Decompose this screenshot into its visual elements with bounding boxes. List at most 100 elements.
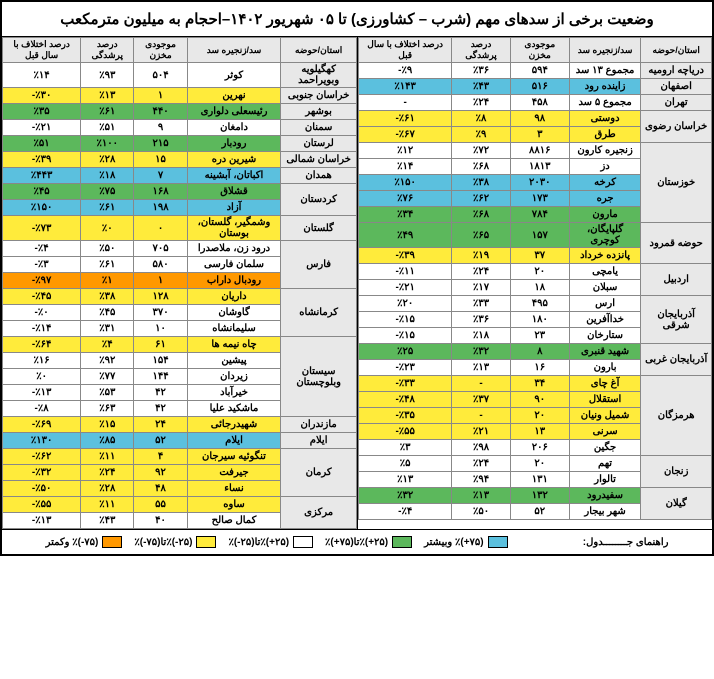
data-cell: گلپایگان، کوچری xyxy=(569,223,641,248)
province-cell: اردبیل xyxy=(641,264,712,296)
report-title: وضعیت برخی از سدهای مهم (شرب – کشاورزی) … xyxy=(2,2,712,37)
data-cell: ٪۴۳ xyxy=(452,79,510,95)
data-cell: رئیسعلی دلواری xyxy=(187,104,281,120)
data-cell: ۲۱۵ xyxy=(134,136,187,152)
province-cell: دریاچه ارومیه xyxy=(641,63,712,79)
table-row: خراسان جنوبینهرین۱٪۱۳٪۳۰- xyxy=(3,88,357,104)
table-row: کرمانتنگوئیه سیرجان۴٪۱۱٪۶۲- xyxy=(3,449,357,465)
data-cell: - xyxy=(359,95,452,111)
legend-swatch xyxy=(196,536,216,548)
legend-swatch xyxy=(293,536,313,548)
data-cell: تنگوئیه سیرجان xyxy=(187,449,281,465)
data-cell: دامغان xyxy=(187,120,281,136)
data-cell: شمیل ونیان xyxy=(569,408,641,424)
data-cell: ۲۰۳۰ xyxy=(510,175,569,191)
data-cell: ٪۲۱- xyxy=(359,280,452,296)
data-cell: ٪۱۱ xyxy=(81,497,134,513)
data-cell: ٪۶۲- xyxy=(3,449,81,465)
data-cell: ٪۹۳ xyxy=(81,63,134,88)
data-cell: ۴۵۸ xyxy=(510,95,569,111)
table-row: خراسان رضویدوستی۹۸٪۸٪۶۱- xyxy=(359,111,712,127)
data-cell: جگین xyxy=(569,440,641,456)
data-cell: ٪۵۰ xyxy=(452,504,510,520)
data-cell: ۵۲ xyxy=(510,504,569,520)
data-cell: ٪۶۳ xyxy=(81,401,134,417)
data-cell: ٪۳۵- xyxy=(359,408,452,424)
data-cell: ۱۰ xyxy=(134,321,187,337)
table-row: آذربایجان غربیشهید قنبری۸٪۳۲٪۲۵ xyxy=(359,344,712,360)
data-cell: تالوار xyxy=(569,472,641,488)
col-header: استان/حوضه xyxy=(281,38,357,63)
data-cell: ۷۰۵ xyxy=(134,241,187,257)
data-cell: - xyxy=(452,408,510,424)
data-cell: ٪۴ xyxy=(81,337,134,353)
left-table: استان/حوضهسد/زنجیره سدموجودی مخزندرصد پر… xyxy=(2,37,357,529)
data-cell: ٪۸ xyxy=(452,111,510,127)
data-cell: کمال صالح xyxy=(187,513,281,529)
data-cell: ۲۰ xyxy=(510,264,569,280)
data-cell: ٪۱۲ xyxy=(359,143,452,159)
data-cell: ماشکید علیا xyxy=(187,401,281,417)
data-cell: داریان xyxy=(187,289,281,305)
data-cell: شیرین دره xyxy=(187,152,281,168)
data-cell: ۵۲ xyxy=(134,433,187,449)
data-cell: ۳۴ xyxy=(510,376,569,392)
table-row: کهگیلویه وبویراحمدکوثر۵۰۴٪۹۳٪۱۴ xyxy=(3,63,357,88)
data-cell: دز xyxy=(569,159,641,175)
data-cell: ٪۱۵۰ xyxy=(3,200,81,216)
data-cell: ٪۴۹ xyxy=(359,223,452,248)
data-cell: استقلال xyxy=(569,392,641,408)
data-cell: ٪۱۵ xyxy=(81,417,134,433)
data-cell: ٪۴- xyxy=(359,504,452,520)
data-cell: ۱۸۱۳ xyxy=(510,159,569,175)
data-cell: ۹۸ xyxy=(510,111,569,127)
data-cell: ۲۴ xyxy=(134,417,187,433)
data-cell: ۱۷۳ xyxy=(510,191,569,207)
legend-swatch xyxy=(102,536,122,548)
table-row: بوشهررئیسعلی دلواری۴۴۰٪۶۱٪۳۵ xyxy=(3,104,357,120)
data-cell: مارون xyxy=(569,207,641,223)
legend-label: راهنمای جــــــــدول: xyxy=(583,537,669,548)
data-cell: ٪۹۲ xyxy=(81,353,134,369)
table-row: دریاچه ارومیهمجموع ۱۳ سد۵۹۴٪۳۶٪۹- xyxy=(359,63,712,79)
data-cell: ۴۰ xyxy=(134,513,187,529)
data-cell: خیرآباد xyxy=(187,385,281,401)
data-cell: ٪۹- xyxy=(359,63,452,79)
province-cell: مرکزی xyxy=(281,497,357,529)
data-cell: ۳۷۰ xyxy=(134,305,187,321)
province-cell: اصفهان xyxy=(641,79,712,95)
data-cell: ۱ xyxy=(134,273,187,289)
data-cell: ٪۳۵ xyxy=(3,104,81,120)
province-cell: سمنان xyxy=(281,120,357,136)
table-row: همداناکباتان، آبشینه۷٪۱۸٪۴۴۳ xyxy=(3,168,357,184)
data-cell: رودبار xyxy=(187,136,281,152)
data-cell: ٪۱ xyxy=(81,273,134,289)
data-cell: ٪۲۰ xyxy=(359,296,452,312)
data-cell: ٪۶۸ xyxy=(452,159,510,175)
data-cell: ٪۲۸ xyxy=(81,152,134,168)
data-cell: ٪۷۲ xyxy=(452,143,510,159)
province-cell: هرمزگان xyxy=(641,376,712,456)
table-row: مازندرانشهیدرجائی۲۴٪۱۵٪۶۹- xyxy=(3,417,357,433)
data-cell: زاینده رود xyxy=(569,79,641,95)
data-cell: ٪۲۴ xyxy=(452,264,510,280)
table-row: خوزستانزنجیره کارون۸۸۱۶٪۷۲٪۱۲ xyxy=(359,143,712,159)
data-cell: درود زن، ملاصدرا xyxy=(187,241,281,257)
province-cell: تهران xyxy=(641,95,712,111)
data-cell: ٪۲۵ xyxy=(359,344,452,360)
data-cell: ۱۵۴ xyxy=(134,353,187,369)
data-cell: ۰ xyxy=(134,216,187,241)
data-cell: ٪۴۵ xyxy=(81,305,134,321)
data-cell: سفیدرود xyxy=(569,488,641,504)
data-cell: ٪۱۵- xyxy=(359,312,452,328)
col-header: موجودی مخزن xyxy=(134,38,187,63)
data-cell: ٪۳۱ xyxy=(81,321,134,337)
table-row: سمناندامغان۹٪۵۱٪۲۱- xyxy=(3,120,357,136)
legend-swatch xyxy=(392,536,412,548)
data-cell: سرنی xyxy=(569,424,641,440)
data-cell: ٪۱۳۰ xyxy=(3,433,81,449)
province-cell: خراسان جنوبی xyxy=(281,88,357,104)
province-cell: حوضه قمرود xyxy=(641,223,712,264)
data-cell: ٪۶۱- xyxy=(359,111,452,127)
data-cell: ٪۱۱ xyxy=(81,449,134,465)
